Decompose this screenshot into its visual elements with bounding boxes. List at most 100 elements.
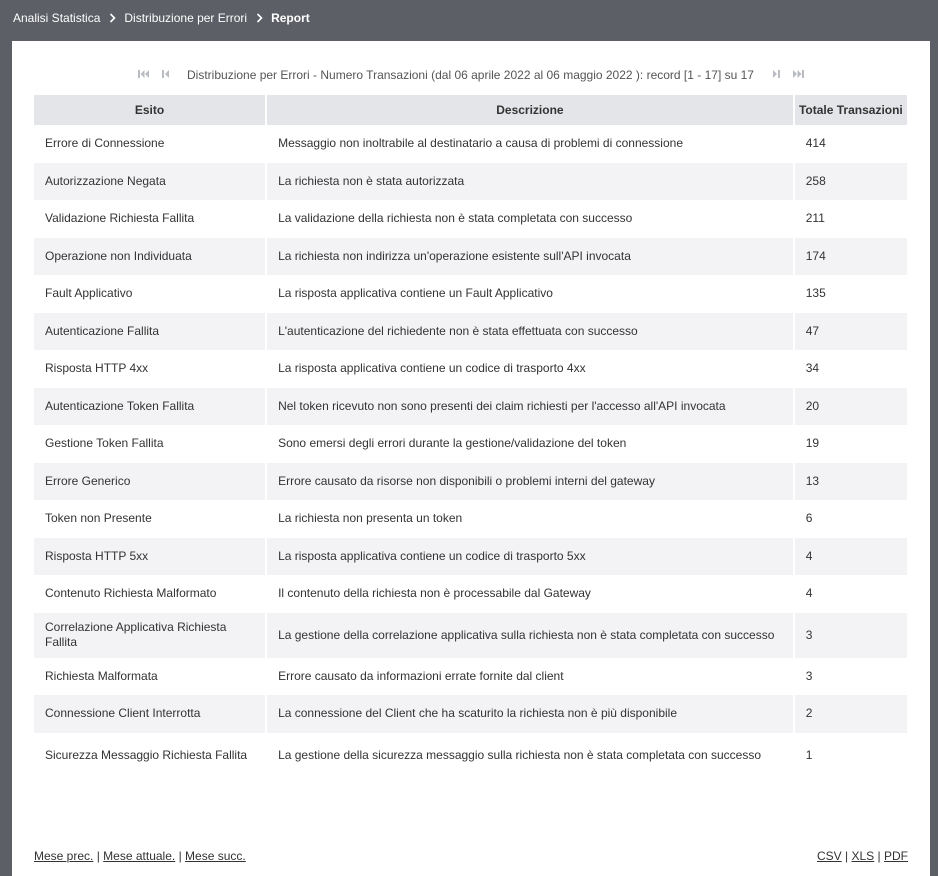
cell-totale: 20 [794,387,907,425]
cell-totale: 34 [805,361,820,376]
cell-totale: 4 [794,537,907,575]
table-row: Operazione non Individuata La richiesta n… [34,237,907,275]
current-month-link[interactable]: Mese attuale. [103,849,176,863]
breadcrumb-analisi-statistica[interactable]: Analisi Statistica [13,11,101,25]
cell-totale: 258 [794,162,907,200]
cell-descrizione: La risposta applicativa contiene un codi… [267,537,795,575]
table-row: Risposta HTTP 4xx La risposta applicativa… [34,350,907,388]
cell-esito: Richiesta Malformata [34,657,268,695]
export-xls-link[interactable]: XLS [851,849,875,863]
cell-descrizione: Sono emersi degli errori durante la gest… [267,425,795,463]
report-panel: Distribuzione per Errori - Numero Transa… [12,41,930,876]
cell-totale: 13 [794,462,907,500]
breadcrumb-distribuzione-errori[interactable]: Distribuzione per Errori [124,11,248,25]
breadcrumb-report: Report [271,11,310,25]
export-links: CSV | XLS | PDF [817,849,908,863]
next-month-link[interactable]: Mese succ. [185,849,246,863]
first-page-icon[interactable] [137,68,150,82]
table-row: Connessione Client Interrotta La connessi… [34,695,907,733]
chevron-right-icon [109,13,117,23]
cell-descrizione: Errore causato da risorse non disponibil… [267,462,795,500]
cell-esito: Errore di Connessione [34,125,268,163]
cell-esito: Validazione Richiesta Fallita [34,200,268,238]
cell-totale: 4 [805,586,813,601]
cell-totale: 414 [805,136,826,151]
table-row: Errore Generico Errore causato da risorse… [34,462,907,500]
table-row: Contenuto Richiesta Malformato Il contenu… [34,575,907,613]
cell-esito: Autenticazione Token Fallita [34,387,268,425]
cell-descrizione: Errore causato da informazioni errate fo… [267,657,795,695]
last-page-icon[interactable] [792,68,805,82]
prev-page-icon[interactable] [159,68,172,82]
cell-esito: Errore Generico [34,462,268,500]
cell-esito: Correlazione Applicativa Richiesta Falli… [34,612,268,658]
cell-descrizione: La gestione della correlazione applicati… [267,612,795,658]
table-row: Fault Applicativo La risposta applicativa… [34,275,907,313]
cell-totale: 135 [805,286,826,301]
separator: | [178,849,182,863]
cell-totale: 211 [805,211,825,226]
next-page-icon[interactable] [770,68,783,82]
cell-descrizione: L'autenticazione del richiedente non è s… [267,312,795,350]
cell-totale: 174 [794,237,907,275]
breadcrumb: Analisi Statistica Distribuzione per Err… [13,0,310,36]
separator: | [96,849,100,863]
table-row: Richiesta Malformata Errore causato da in… [34,657,907,695]
cell-esito: Gestione Token Fallita [34,425,268,463]
cell-totale: 19 [805,436,820,451]
table-header-row: Esito Descrizione Totale Transazioni [34,95,907,125]
table-row: Errore di Connessione Messaggio non inolt… [34,125,907,163]
table-row: Autenticazione Token Fallita Nel token ri… [34,387,907,425]
cell-esito: Risposta HTTP 5xx [34,537,268,575]
cell-totale: 2 [794,695,907,733]
table-row: Validazione Richiesta Fallita La validazi… [34,200,907,238]
cell-totale: 3 [794,612,907,658]
cell-esito: Sicurezza Messaggio Richiesta Fallita [34,732,268,778]
table-row: Correlazione Applicativa Richiesta Falli… [34,612,907,658]
cell-esito: Autorizzazione Negata [34,162,268,200]
cell-esito: Connessione Client Interrotta [34,695,268,733]
cell-descrizione: Messaggio non inoltrabile al destinatari… [267,125,795,163]
cell-esito: Fault Applicativo [34,275,268,313]
cell-descrizione: Il contenuto della richiesta non è proce… [267,575,795,613]
cell-esito: Token non Presente [34,500,268,538]
pager-text: Distribuzione per Errori - Numero Transa… [187,68,754,82]
cell-descrizione: La richiesta non indirizza un'operazione… [267,237,795,275]
prev-month-link[interactable]: Mese prec. [34,849,94,863]
table-row: Token non Presente La richiesta non prese… [34,500,907,538]
table-row: Sicurezza Messaggio Richiesta Fallita La … [34,732,907,778]
pager: Distribuzione per Errori - Numero Transa… [12,68,930,82]
separator: | [845,849,849,863]
chevron-right-icon [256,13,263,23]
cell-totale: 1 [805,747,813,762]
cell-descrizione: Nel token ricevuto non sono presenti dei… [267,387,795,425]
cell-descrizione: La risposta applicativa contiene un codi… [267,350,795,388]
pager-prev-controls [137,68,172,82]
cell-descrizione: La connessione del Client che ha scaturi… [267,695,795,733]
cell-totale: 6 [805,511,813,526]
errors-table: Esito Descrizione Totale Transazioni Err… [34,95,907,778]
cell-descrizione: La richiesta non presenta un token [267,500,795,538]
export-csv-link[interactable]: CSV [817,849,842,863]
header-esito[interactable]: Esito [34,95,268,125]
separator: | [877,849,881,863]
header-totale-transazioni[interactable]: Totale Transazioni [794,95,907,125]
cell-totale: 47 [794,312,907,350]
cell-esito: Autenticazione Fallita [34,312,268,350]
pager-next-controls [770,68,805,82]
cell-esito: Risposta HTTP 4xx [34,350,268,388]
table-row: Risposta HTTP 5xx La risposta applicativa… [34,537,907,575]
cell-descrizione: La gestione della sicurezza messaggio su… [267,732,795,778]
month-navigation: Mese prec. | Mese attuale. | Mese succ. [34,849,246,863]
export-pdf-link[interactable]: PDF [884,849,908,863]
header-descrizione[interactable]: Descrizione [267,95,795,125]
cell-descrizione: La validazione della richiesta non è sta… [267,200,795,238]
cell-esito: Contenuto Richiesta Malformato [34,575,268,613]
table-row: Autorizzazione Negata La richiesta non è … [34,162,907,200]
cell-esito: Operazione non Individuata [34,237,268,275]
table-row: Gestione Token Fallita Sono emersi degli … [34,425,907,463]
table-row: Autenticazione Fallita L'autenticazione d… [34,312,907,350]
cell-descrizione: La richiesta non è stata autorizzata [267,162,795,200]
cell-descrizione: La risposta applicativa contiene un Faul… [267,275,795,313]
cell-totale: 3 [805,668,813,683]
